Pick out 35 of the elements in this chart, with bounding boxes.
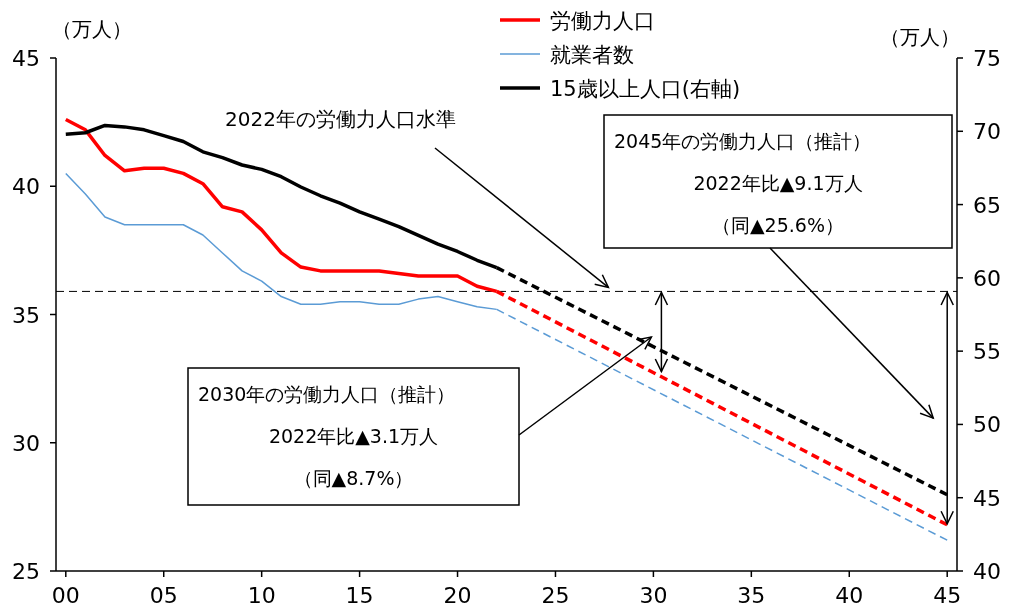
y2-tick-label: 60	[973, 265, 1001, 291]
annotation: 2022年比▲3.1万人	[268, 425, 439, 447]
y2-tick-label: 55	[973, 339, 1001, 365]
x-tick-label: 00	[51, 583, 80, 606]
annotation: （同▲8.7%）	[293, 467, 414, 489]
legend-label: 就業者数	[550, 43, 634, 67]
annotation: （同▲25.6%）	[712, 214, 844, 236]
y-tick-label: 25	[12, 559, 40, 584]
y2-axis-title: （万人）	[880, 25, 960, 49]
y2-tick-label: 50	[973, 412, 1001, 438]
y-tick-label: 40	[12, 174, 40, 200]
legend-label: 15歳以上人口(右軸)	[550, 77, 741, 101]
y2-tick-label: 45	[973, 485, 1001, 511]
x-tick-label: 35	[737, 583, 766, 606]
y-tick-label: 35	[12, 302, 40, 328]
y-tick-label: 30	[12, 430, 40, 456]
annotation: 2022年比▲9.1万人	[693, 172, 863, 194]
y2-tick-label: 65	[973, 192, 1001, 218]
x-tick-label: 40	[835, 583, 864, 606]
y2-tick-label: 40	[973, 559, 1001, 584]
legend-label: 労働力人口	[550, 9, 655, 33]
y2-tick-label: 75	[973, 46, 1001, 71]
x-tick-label: 25	[541, 583, 570, 606]
annotation: 2045年の労働力人口（推計）	[614, 130, 872, 152]
x-tick-label: 10	[247, 583, 276, 606]
y2-tick-label: 70	[973, 119, 1001, 145]
ref-line-label: 2022年の労働力人口水準	[225, 107, 456, 131]
x-tick-label: 05	[149, 583, 178, 606]
y-tick-label: 45	[12, 46, 40, 71]
annotation: 2030年の労働力人口（推計）	[198, 383, 456, 405]
x-tick-label: 15	[345, 583, 374, 606]
x-tick-label: 30	[639, 583, 668, 606]
x-tick-label: 45	[933, 583, 962, 606]
x-tick-label: 20	[443, 583, 472, 606]
y-axis-title: （万人）	[52, 17, 132, 41]
